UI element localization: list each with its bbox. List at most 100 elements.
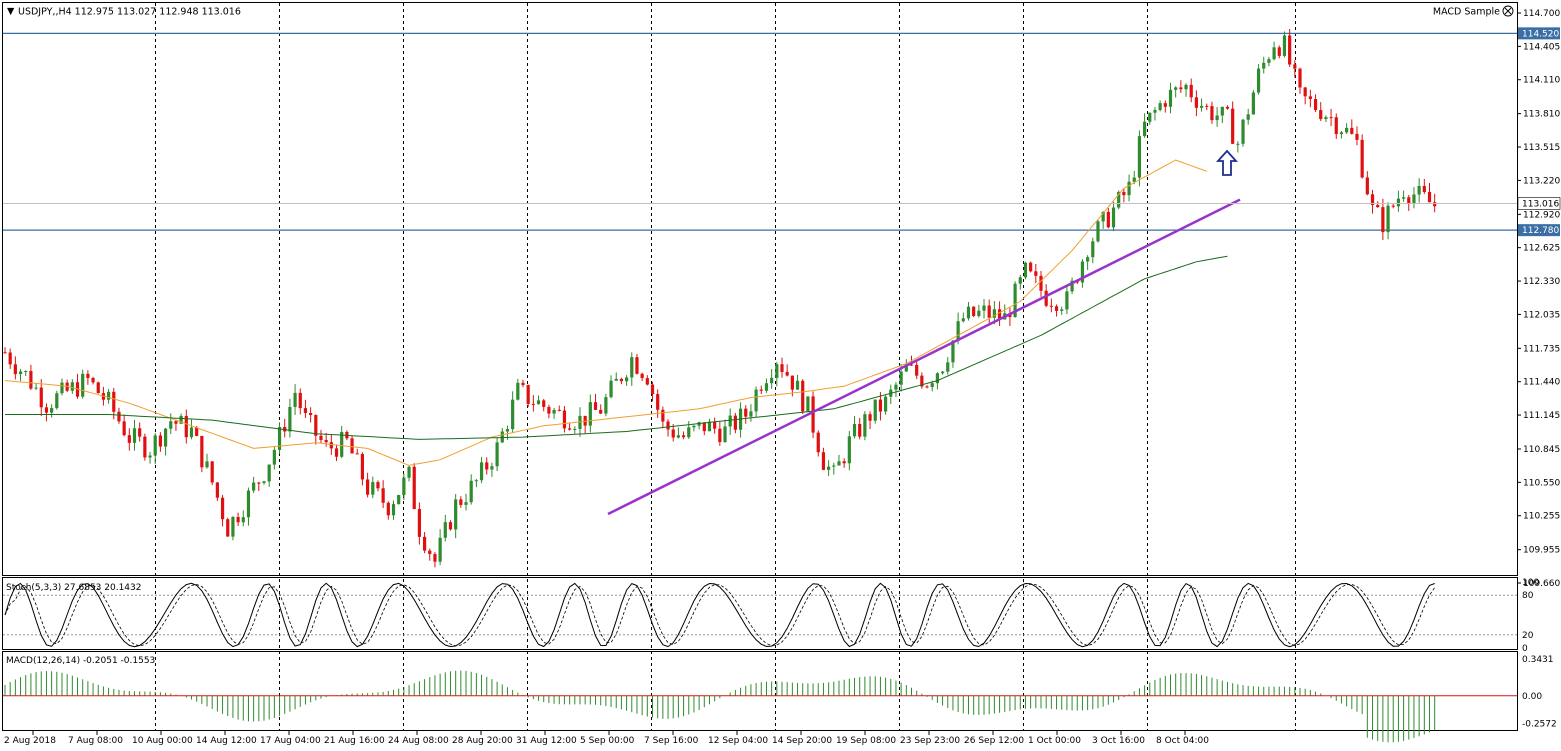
macd-axis-label: 0.3431 xyxy=(1522,655,1554,665)
candle-body xyxy=(298,392,302,409)
candle-body xyxy=(1106,211,1110,228)
candle-body xyxy=(1158,103,1162,110)
candle-body xyxy=(376,482,380,489)
candle-body xyxy=(1251,92,1255,115)
candle-body xyxy=(940,371,945,374)
candle-body xyxy=(811,396,815,433)
candle-body xyxy=(91,377,95,383)
candle-body xyxy=(754,389,758,412)
candle-body xyxy=(236,516,240,523)
candle-body xyxy=(1407,197,1411,204)
stoch-panel-frame xyxy=(2,577,1518,650)
candle-body xyxy=(583,415,587,426)
candle-body xyxy=(314,415,318,436)
candle-body xyxy=(96,382,100,394)
candle-body xyxy=(220,497,225,520)
candle-body xyxy=(759,389,763,391)
candle-body xyxy=(3,352,7,354)
level-tag-text: 114.520 xyxy=(1522,29,1559,39)
candle-body xyxy=(1168,89,1173,107)
candle-body xyxy=(1070,280,1074,292)
candle-body xyxy=(1386,205,1390,233)
candle-body xyxy=(143,436,147,458)
stochastic-panel xyxy=(3,582,1517,648)
candle-body xyxy=(1288,35,1292,65)
level-tag-text: 112.780 xyxy=(1522,226,1559,236)
time-label: 1 Oct 00:00 xyxy=(1028,736,1081,746)
candle-body xyxy=(531,403,535,405)
candle-body xyxy=(775,364,779,378)
candle-body xyxy=(464,502,468,505)
candle-body xyxy=(1163,103,1167,107)
candle-body xyxy=(1303,87,1307,97)
level-tags: 114.520 112.780 113.016 xyxy=(1517,27,1561,237)
up-arrow-icon[interactable] xyxy=(1215,149,1239,176)
candle-body xyxy=(749,411,753,417)
candle-body xyxy=(1205,105,1209,107)
candle-body xyxy=(671,429,675,438)
candle-body xyxy=(303,408,308,413)
candle-body xyxy=(733,415,737,430)
candle-body xyxy=(713,421,717,429)
candle-body xyxy=(1096,221,1100,242)
candle-body xyxy=(391,504,396,516)
candle-body xyxy=(8,352,12,365)
candle-body xyxy=(500,431,504,443)
candle-body xyxy=(790,375,794,390)
candle-body xyxy=(930,383,934,387)
candle-body xyxy=(858,424,862,437)
candle-body xyxy=(1241,119,1245,144)
candle-body xyxy=(1334,117,1338,135)
candle-body xyxy=(977,310,981,316)
candle-body xyxy=(1060,309,1064,311)
stoch-axis-label: 20 xyxy=(1522,631,1534,641)
macd-panel xyxy=(3,670,1517,743)
candle-body xyxy=(661,409,665,422)
stoch-label: Stoch(5,3,3) 27.6853 20.1432 xyxy=(6,583,141,593)
candle-body xyxy=(371,482,375,495)
candle-body xyxy=(153,435,157,456)
candle-body xyxy=(1355,133,1359,140)
candle-body xyxy=(86,373,90,378)
candle-body xyxy=(1137,136,1142,178)
candle-body xyxy=(1194,97,1198,108)
settings-circle-icon[interactable] xyxy=(1502,5,1514,17)
candle-body xyxy=(257,482,261,484)
candle-body xyxy=(454,499,458,530)
candle-body xyxy=(495,442,499,467)
candle-body xyxy=(505,429,510,432)
candle-body xyxy=(381,488,385,503)
candle-body xyxy=(1319,110,1323,120)
candle-body xyxy=(1412,194,1416,204)
candle-body xyxy=(873,399,877,421)
candle-body xyxy=(780,364,784,372)
candle-body xyxy=(1381,207,1385,233)
candle-body xyxy=(1044,290,1048,306)
candle-body xyxy=(982,305,986,311)
candle-body xyxy=(1039,275,1043,291)
candle-body xyxy=(1298,68,1302,88)
candle-body xyxy=(1054,306,1059,311)
stoch-axis-label: 80 xyxy=(1522,591,1534,601)
current-price-tag xyxy=(1517,197,1561,210)
candle-body xyxy=(443,522,447,538)
candle-body xyxy=(107,391,111,400)
candle-body xyxy=(992,309,996,318)
candle-body xyxy=(656,394,660,410)
candle-body xyxy=(899,371,903,385)
trendline[interactable] xyxy=(607,198,1241,516)
candle-body xyxy=(578,415,582,429)
candle-body xyxy=(650,384,655,395)
candle-body xyxy=(1065,291,1069,310)
candle-body xyxy=(987,305,991,318)
candle-body xyxy=(1422,185,1426,192)
candle-body xyxy=(868,414,872,421)
candle-body xyxy=(1127,181,1131,196)
price-label: 112.920 xyxy=(1523,210,1560,220)
candle-body xyxy=(163,428,168,447)
candle-body xyxy=(526,385,530,404)
time-label: 19 Sep 08:00 xyxy=(836,736,896,746)
candle-body xyxy=(645,378,649,385)
time-label: 14 Sep 20:00 xyxy=(772,736,832,746)
candle-body xyxy=(1023,262,1028,278)
